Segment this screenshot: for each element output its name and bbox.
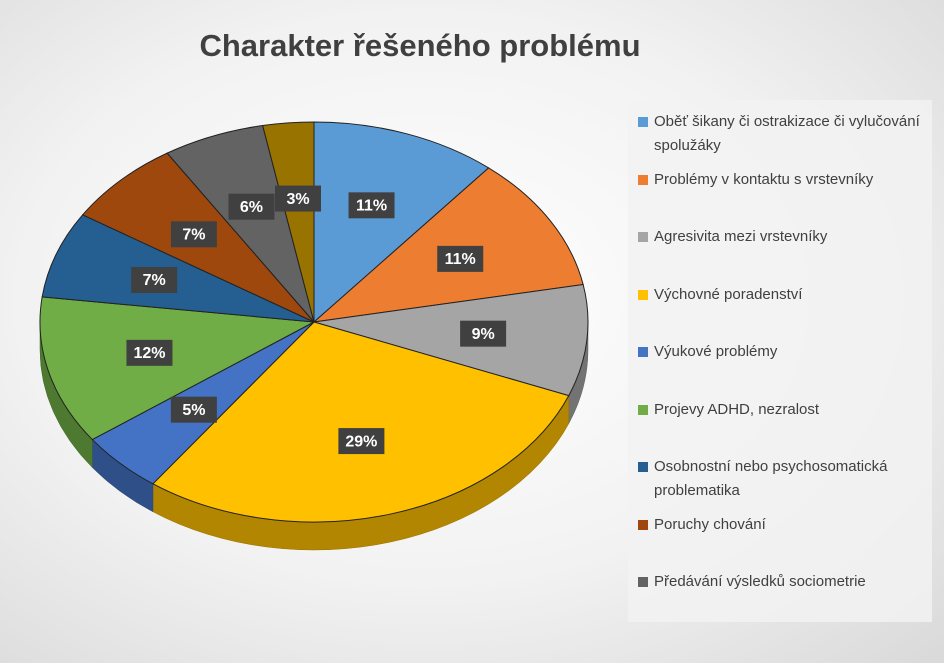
slice bbox=[39, 296, 316, 441]
chart-title: Charakter řešeného problému bbox=[199, 28, 640, 63]
legend-swatch bbox=[638, 289, 648, 300]
data-label-box bbox=[275, 185, 322, 212]
data-label: 5% bbox=[182, 402, 205, 419]
legend-entry: Výukové problémy bbox=[638, 340, 939, 364]
legend-entry: Projevy ADHD, nezralost bbox=[638, 398, 939, 422]
data-label: 6% bbox=[240, 199, 263, 216]
slice bbox=[262, 121, 315, 323]
slice bbox=[313, 121, 490, 324]
legend-label: Poruchy chování bbox=[654, 515, 766, 533]
legend-entry: Problémy v kontaktu s vrstevníky bbox=[638, 168, 939, 192]
legend-entry: Agresivita mezi vrstevníky bbox=[638, 225, 939, 249]
data-label-box bbox=[228, 193, 275, 220]
data-label: 29% bbox=[345, 433, 377, 450]
slice bbox=[152, 321, 570, 523]
data-label-box bbox=[460, 320, 507, 347]
data-label-box bbox=[348, 192, 395, 219]
legend-entry: Osobnostní nebo psychosomatická problema… bbox=[638, 455, 939, 503]
data-label: 12% bbox=[133, 345, 165, 362]
legend-label: Projevy ADHD, nezralost bbox=[654, 400, 820, 418]
data-label: 9% bbox=[472, 326, 495, 343]
legend-entry: Výchovné poradenství bbox=[638, 283, 939, 307]
data-label-box bbox=[126, 339, 173, 366]
data-label: 7% bbox=[182, 227, 205, 244]
legend-swatch bbox=[638, 117, 648, 127]
legend: Oběť šikany či ostrakizace či vylučování… bbox=[628, 100, 932, 622]
legend-label: Problémy v kontaktu s vrstevníky bbox=[654, 170, 874, 188]
data-label-box bbox=[338, 428, 385, 455]
legend-swatch bbox=[638, 174, 648, 185]
data-label: 11% bbox=[356, 198, 387, 215]
legend-swatch bbox=[638, 462, 648, 472]
data-label: 3% bbox=[286, 191, 309, 208]
legend-label: Agresivita mezi vrstevníky bbox=[654, 228, 828, 245]
slice bbox=[313, 283, 589, 397]
legend-swatch bbox=[638, 404, 648, 415]
legend-label: Výchovné poradenství bbox=[654, 285, 803, 303]
data-label: 7% bbox=[143, 272, 166, 289]
legend-swatch bbox=[638, 519, 648, 530]
legend-swatch bbox=[638, 577, 648, 587]
legend-label: Výukové problémy bbox=[654, 343, 778, 360]
legend-swatch bbox=[638, 347, 648, 357]
slice bbox=[41, 214, 315, 323]
legend-entry: Oběť šikany či ostrakizace či vylučování… bbox=[638, 110, 939, 158]
legend-swatch bbox=[638, 232, 648, 242]
data-label: 11% bbox=[445, 251, 476, 268]
legend-entry: Poruchy chování bbox=[638, 513, 939, 537]
legend-label: Oběť šikany či ostrakizace či vylučování… bbox=[654, 113, 920, 154]
slice bbox=[312, 167, 584, 323]
legend-label: Předávání výsledků sociometrie bbox=[654, 573, 866, 590]
data-label-box bbox=[170, 221, 217, 248]
legend-label: Osobnostní nebo psychosomatická problema… bbox=[654, 458, 888, 499]
data-label-box bbox=[437, 245, 484, 272]
legend-entry: Předávání výsledků sociometrie bbox=[638, 570, 939, 594]
data-label-box bbox=[170, 396, 217, 423]
data-label-box bbox=[131, 266, 178, 293]
